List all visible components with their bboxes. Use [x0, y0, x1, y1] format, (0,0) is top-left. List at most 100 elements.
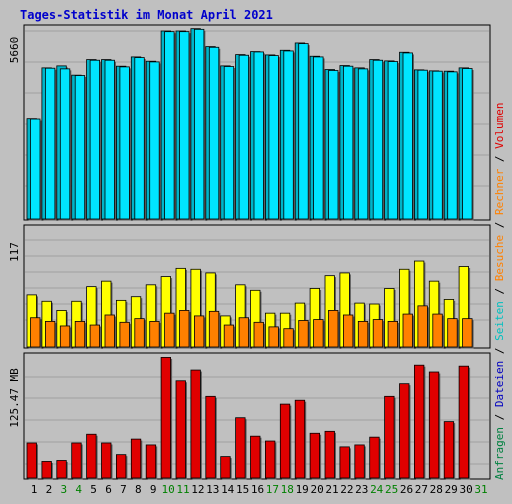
x-tick-label-30: 30 — [459, 483, 472, 496]
right-legend-part: Volumen — [493, 102, 506, 148]
y-max-label: 5660 — [8, 37, 21, 64]
bar-besuche-day-7 — [119, 321, 130, 348]
bar-besuche-day-1 — [30, 317, 41, 348]
bar-besuche-day-3 — [59, 325, 71, 348]
bar-volumen-day-20 — [309, 432, 321, 479]
x-tick-label-27: 27 — [415, 483, 428, 496]
bar-dateien-day-24 — [372, 59, 384, 220]
x-tick-label-22: 22 — [340, 483, 353, 496]
right-legend-part: Besuche — [493, 235, 506, 281]
bar-besuche-day-22 — [342, 314, 354, 348]
bar-besuche-day-15 — [238, 317, 250, 348]
bar-dateien-day-22 — [342, 65, 354, 220]
bar-besuche-day-26 — [402, 313, 413, 348]
bar-volumen-day-7 — [116, 454, 127, 479]
bar-dateien-day-3 — [59, 68, 71, 220]
bar-volumen-day-14 — [220, 456, 231, 479]
chart-title: Tages-Statistik im Monat April 2021 — [20, 8, 273, 22]
x-tick-label-21: 21 — [325, 483, 338, 496]
bar-volumen-day-5 — [86, 433, 97, 479]
bar-volumen-day-3 — [56, 460, 67, 479]
right-legend-part: Dateien — [493, 361, 506, 407]
bar-dateien-day-29 — [447, 71, 458, 220]
bar-volumen-day-6 — [101, 442, 112, 479]
x-tick-label-5: 5 — [90, 483, 97, 496]
x-tick-label-16: 16 — [251, 483, 264, 496]
bar-dateien-day-28 — [432, 70, 443, 220]
bar-besuche-day-14 — [223, 324, 235, 348]
bar-volumen-day-28 — [428, 371, 440, 479]
bar-besuche-day-19 — [298, 320, 309, 348]
right-legend: Anfragen / Dateien / Seiten / Besuche / … — [493, 102, 506, 480]
bar-dateien-day-23 — [357, 68, 369, 220]
x-tick-label-20: 20 — [310, 483, 323, 496]
x-tick-label-9: 9 — [150, 483, 157, 496]
bar-volumen-day-9 — [145, 444, 157, 479]
right-legend-part: / — [493, 341, 506, 361]
x-tick-label-2: 2 — [46, 483, 53, 496]
x-tick-label-11: 11 — [176, 483, 189, 496]
x-tick-label-12: 12 — [191, 483, 204, 496]
bar-besuche-day-23 — [357, 320, 369, 348]
y-max-label: 117 — [8, 242, 21, 262]
bar-volumen-day-29 — [443, 421, 455, 479]
bar-dateien-day-6 — [104, 59, 115, 220]
panel-visits-sites: 117 — [8, 224, 491, 349]
bar-besuche-day-27 — [417, 305, 428, 348]
bar-dateien-day-27 — [417, 69, 428, 220]
bar-dateien-day-9 — [149, 61, 160, 220]
bar-volumen-day-18 — [279, 403, 291, 479]
bar-besuche-day-8 — [134, 318, 145, 348]
bar-dateien-day-7 — [119, 66, 130, 220]
x-tick-label-25: 25 — [385, 483, 398, 496]
bar-besuche-day-30 — [462, 318, 473, 348]
bar-dateien-day-4 — [74, 75, 86, 220]
x-tick-label-3: 3 — [60, 483, 67, 496]
x-tick-label-23: 23 — [355, 483, 368, 496]
x-tick-label-6: 6 — [105, 483, 112, 496]
bar-volumen-day-22 — [339, 446, 350, 479]
bar-volumen-day-30 — [458, 365, 470, 479]
bar-dateien-day-8 — [134, 57, 145, 220]
panel-hits-files-pages: 5660 — [8, 24, 491, 221]
x-tick-label-17: 17 — [266, 483, 279, 496]
x-tick-label-26: 26 — [400, 483, 413, 496]
bar-besuche-day-10 — [164, 312, 175, 348]
x-tick-label-13: 13 — [206, 483, 219, 496]
bar-besuche-day-4 — [74, 320, 86, 348]
x-tick-label-7: 7 — [120, 483, 127, 496]
bar-besuche-day-16 — [253, 321, 264, 348]
bar-dateien-day-11 — [179, 31, 190, 220]
x-tick-label-18: 18 — [281, 483, 294, 496]
bar-dateien-day-26 — [402, 52, 413, 220]
bar-besuche-day-2 — [45, 320, 56, 348]
bar-volumen-day-19 — [294, 399, 306, 479]
bar-dateien-day-14 — [223, 66, 235, 220]
bar-dateien-day-15 — [238, 54, 250, 220]
x-tick-label-29: 29 — [445, 483, 458, 496]
right-legend-part: Anfragen — [493, 427, 506, 480]
bar-volumen-day-21 — [324, 430, 335, 479]
bar-volumen-day-27 — [413, 364, 425, 479]
x-tick-label-10: 10 — [161, 483, 174, 496]
bar-volumen-day-2 — [41, 461, 52, 479]
bar-volumen-day-4 — [71, 442, 82, 479]
bar-besuche-day-21 — [328, 310, 339, 348]
x-tick-label-8: 8 — [135, 483, 142, 496]
bar-volumen-day-25 — [384, 395, 395, 479]
bar-besuche-day-17 — [268, 326, 279, 348]
bar-besuche-day-20 — [313, 319, 324, 348]
bar-besuche-day-11 — [179, 310, 190, 348]
bar-dateien-day-30 — [462, 68, 473, 220]
bar-dateien-day-21 — [328, 70, 339, 220]
x-tick-label-28: 28 — [430, 483, 443, 496]
bar-dateien-day-18 — [283, 50, 294, 220]
bar-besuche-day-5 — [89, 324, 100, 348]
bar-volumen-day-26 — [399, 383, 410, 479]
bar-volumen-day-16 — [250, 435, 261, 479]
x-tick-label-31: 31 — [474, 483, 487, 496]
bar-volumen-day-13 — [205, 395, 216, 479]
panel-volume: 125.47 MB — [8, 352, 491, 480]
bar-dateien-day-2 — [45, 67, 56, 220]
